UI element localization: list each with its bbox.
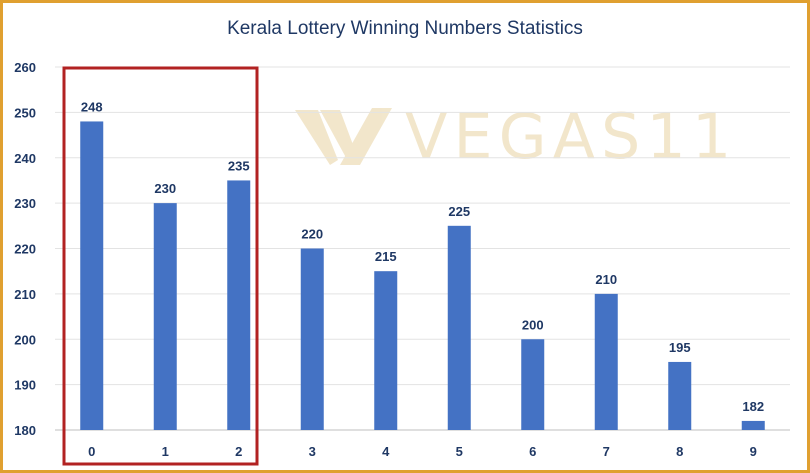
x-tick-label-8: 8 xyxy=(676,444,683,459)
chart-title: Kerala Lottery Winning Numbers Statistic… xyxy=(227,18,583,39)
bar-9 xyxy=(741,420,765,430)
data-label-2: 235 xyxy=(228,158,250,173)
y-tick-label: 210 xyxy=(14,287,36,302)
y-tick-label: 260 xyxy=(14,60,36,75)
data-label-1: 230 xyxy=(154,181,176,196)
y-tick-label: 240 xyxy=(14,151,36,166)
x-tick-label-3: 3 xyxy=(309,444,316,459)
y-tick-label: 180 xyxy=(14,423,36,438)
bar-3 xyxy=(300,248,324,430)
x-tick-label-2: 2 xyxy=(235,444,242,459)
bar-8 xyxy=(668,361,692,430)
data-label-6: 200 xyxy=(522,317,544,332)
data-label-7: 210 xyxy=(595,272,617,287)
watermark-logo: VEGAS11 xyxy=(295,100,737,173)
bar-7 xyxy=(594,293,618,430)
bar-4 xyxy=(374,271,398,430)
y-tick-label: 190 xyxy=(14,378,36,393)
data-label-3: 220 xyxy=(301,227,323,242)
x-tick-label-4: 4 xyxy=(382,444,390,459)
bar-0 xyxy=(80,121,104,430)
y-tick-label: 200 xyxy=(14,332,36,347)
x-tick-label-7: 7 xyxy=(603,444,610,459)
watermark-text: VEGAS11 xyxy=(405,100,737,173)
data-label-0: 248 xyxy=(81,99,103,114)
bar-2 xyxy=(227,180,251,430)
data-label-9: 182 xyxy=(742,399,764,414)
x-tick-label-9: 9 xyxy=(750,444,757,459)
bar-6 xyxy=(521,339,545,430)
watermark-emblem-icon xyxy=(295,108,392,165)
bar-5 xyxy=(447,225,471,430)
data-label-5: 225 xyxy=(448,204,470,219)
x-tick-label-0: 0 xyxy=(88,444,95,459)
highlight-box xyxy=(62,66,259,466)
data-label-4: 215 xyxy=(375,249,397,264)
bar-1 xyxy=(153,203,177,430)
data-label-8: 195 xyxy=(669,340,691,355)
y-tick-label: 250 xyxy=(14,105,36,120)
x-tick-label-1: 1 xyxy=(162,444,169,459)
y-tick-label: 230 xyxy=(14,196,36,211)
y-tick-label: 220 xyxy=(14,242,36,257)
x-tick-label-5: 5 xyxy=(456,444,463,459)
x-tick-label-6: 6 xyxy=(529,444,536,459)
